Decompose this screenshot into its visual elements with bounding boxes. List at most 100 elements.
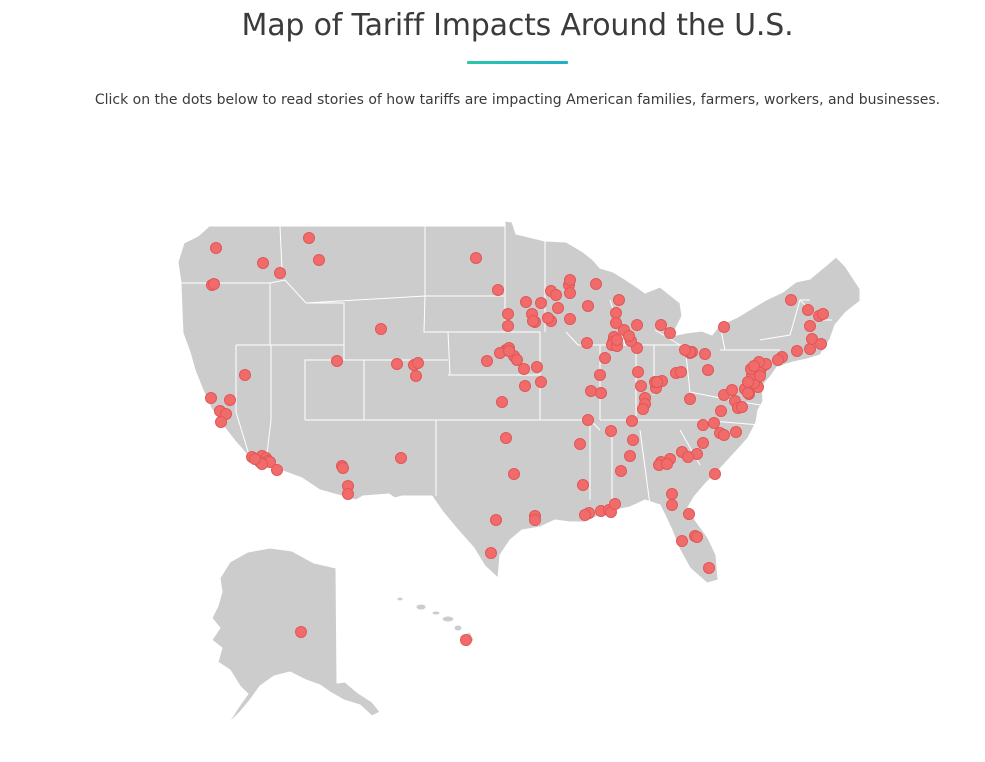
map-pin-dot[interactable] <box>410 370 422 382</box>
map-pin-dot[interactable] <box>651 376 663 388</box>
map-pin-dot[interactable] <box>590 278 602 290</box>
map-pin-dot[interactable] <box>295 626 307 638</box>
map-pin-dot[interactable] <box>637 403 649 415</box>
map-pin-dot[interactable] <box>682 451 694 463</box>
map-pin-dot[interactable] <box>715 405 727 417</box>
map-pin-dot[interactable] <box>676 535 688 547</box>
map-pin-dot[interactable] <box>412 357 424 369</box>
map-pin-dot[interactable] <box>582 414 594 426</box>
map-pin-dot[interactable] <box>210 242 222 254</box>
map-pin-dot[interactable] <box>804 320 816 332</box>
map-pin-dot[interactable] <box>605 425 617 437</box>
map-pin-dot[interactable] <box>535 376 547 388</box>
map-pin-dot[interactable] <box>754 370 766 382</box>
map-pin-dot[interactable] <box>684 393 696 405</box>
map-pin-dot[interactable] <box>581 337 593 349</box>
map-pin-dot[interactable] <box>215 416 227 428</box>
map-pin-dot[interactable] <box>626 415 638 427</box>
map-pin-dot[interactable] <box>802 304 814 316</box>
map-pin-dot[interactable] <box>611 334 623 346</box>
map-pin-dot[interactable] <box>375 323 387 335</box>
map-pin-dot[interactable] <box>481 355 493 367</box>
map-pin-dot[interactable] <box>564 274 576 286</box>
map-pin-dot[interactable] <box>699 348 711 360</box>
map-pin-dot[interactable] <box>632 366 644 378</box>
map-pin-dot[interactable] <box>342 488 354 500</box>
map-pin-dot[interactable] <box>772 354 784 366</box>
map-pin-dot[interactable] <box>635 380 647 392</box>
map-pin-dot[interactable] <box>531 361 543 373</box>
map-pin-dot[interactable] <box>503 345 515 357</box>
map-pin-dot[interactable] <box>574 438 586 450</box>
map-pin-dot[interactable] <box>610 317 622 329</box>
map-pin-dot[interactable] <box>550 289 562 301</box>
map-pin-dot[interactable] <box>520 296 532 308</box>
map-pin-dot[interactable] <box>806 333 818 345</box>
map-pin-dot[interactable] <box>736 401 748 413</box>
map-pin-dot[interactable] <box>337 462 349 474</box>
map-pin-dot[interactable] <box>274 267 286 279</box>
map-pin-dot[interactable] <box>624 450 636 462</box>
map-pin-dot[interactable] <box>257 257 269 269</box>
map-pin-dot[interactable] <box>511 354 523 366</box>
map-pin-dot[interactable] <box>815 338 827 350</box>
map-pin-dot[interactable] <box>519 380 531 392</box>
map-pin-dot[interactable] <box>582 300 594 312</box>
map-pin-dot[interactable] <box>610 307 622 319</box>
map-pin-dot[interactable] <box>395 452 407 464</box>
map-pin-dot[interactable] <box>675 366 687 378</box>
map-pin-dot[interactable] <box>552 302 564 314</box>
map-pin-dot[interactable] <box>529 514 541 526</box>
map-pin-dot[interactable] <box>542 312 554 324</box>
map-pin-dot[interactable] <box>470 252 482 264</box>
map-pin-dot[interactable] <box>666 499 678 511</box>
map-pin-dot[interactable] <box>527 315 539 327</box>
map-pin-dot[interactable] <box>718 321 730 333</box>
map-pin-dot[interactable] <box>679 344 691 356</box>
map-pin-dot[interactable] <box>666 488 678 500</box>
map-pin-dot[interactable] <box>709 468 721 480</box>
map-pin-dot[interactable] <box>508 468 520 480</box>
map-pin-dot[interactable] <box>631 319 643 331</box>
map-pin-dot[interactable] <box>564 313 576 325</box>
map-pin-dot[interactable] <box>748 360 760 372</box>
map-pin-dot[interactable] <box>205 392 217 404</box>
map-pin-dot[interactable] <box>697 437 709 449</box>
map-pin-dot[interactable] <box>224 394 236 406</box>
map-pin-dot[interactable] <box>791 345 803 357</box>
map-pin-dot[interactable] <box>742 376 754 388</box>
map-pin-dot[interactable] <box>817 308 829 320</box>
map-pin-dot[interactable] <box>661 458 673 470</box>
map-pin-dot[interactable] <box>609 498 621 510</box>
map-pin-dot[interactable] <box>804 343 816 355</box>
map-pin-dot[interactable] <box>460 634 472 646</box>
map-pin-dot[interactable] <box>599 352 611 364</box>
map-pin-dot[interactable] <box>742 387 754 399</box>
map-pin-dot[interactable] <box>579 509 591 521</box>
map-pin-dot[interactable] <box>239 369 251 381</box>
map-pin-dot[interactable] <box>249 453 261 465</box>
map-pin-dot[interactable] <box>683 508 695 520</box>
map-pin-dot[interactable] <box>391 358 403 370</box>
map-pin-dot[interactable] <box>303 232 315 244</box>
map-pin-dot[interactable] <box>595 387 607 399</box>
map-pin-dot[interactable] <box>577 479 589 491</box>
map-pin-dot[interactable] <box>664 327 676 339</box>
map-pin-dot[interactable] <box>726 384 738 396</box>
map-pin-dot[interactable] <box>613 294 625 306</box>
map-pin-dot[interactable] <box>485 547 497 559</box>
map-pin-dot[interactable] <box>271 464 283 476</box>
map-pin-dot[interactable] <box>615 465 627 477</box>
map-pin-dot[interactable] <box>627 434 639 446</box>
map-pin-dot[interactable] <box>702 364 714 376</box>
map-pin-dot[interactable] <box>703 562 715 574</box>
map-pin-dot[interactable] <box>490 514 502 526</box>
map-pin-dot[interactable] <box>564 287 576 299</box>
map-pin-dot[interactable] <box>655 319 667 331</box>
map-pin-dot[interactable] <box>518 363 530 375</box>
map-pin-dot[interactable] <box>785 294 797 306</box>
map-pin-dot[interactable] <box>502 308 514 320</box>
map-pin-dot[interactable] <box>502 320 514 332</box>
map-pin-dot[interactable] <box>691 531 703 543</box>
map-pin-dot[interactable] <box>623 330 635 342</box>
